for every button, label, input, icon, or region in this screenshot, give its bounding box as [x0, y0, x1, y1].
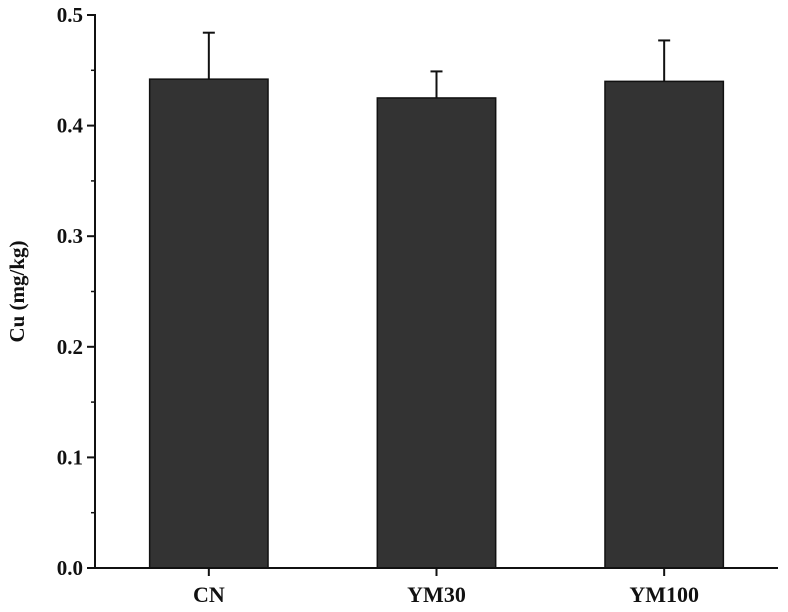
bar-ym30	[376, 97, 497, 569]
y-axis-title: Cu (mg/kg)	[5, 240, 29, 342]
y-ticks-group: 0.0 0.1 0.2 0.3 0.4 0.5	[57, 3, 95, 580]
bar-cn	[148, 78, 269, 569]
y-tick-label: 0.2	[57, 335, 83, 359]
bars-group	[148, 78, 725, 569]
y-tick-label: 0.1	[57, 445, 83, 469]
x-labels-group: CN YM30 YM100	[193, 568, 699, 607]
y-tick-label: 0.3	[57, 224, 83, 248]
bar-ym100	[604, 80, 725, 569]
y-tick-label: 0.5	[57, 3, 83, 27]
x-category-label: YM30	[407, 582, 466, 607]
error-bars-group	[202, 31, 671, 98]
x-category-label: YM100	[629, 582, 699, 607]
x-category-label: CN	[193, 582, 225, 607]
y-tick-label: 0.0	[57, 556, 83, 580]
y-tick-label: 0.4	[57, 114, 84, 138]
